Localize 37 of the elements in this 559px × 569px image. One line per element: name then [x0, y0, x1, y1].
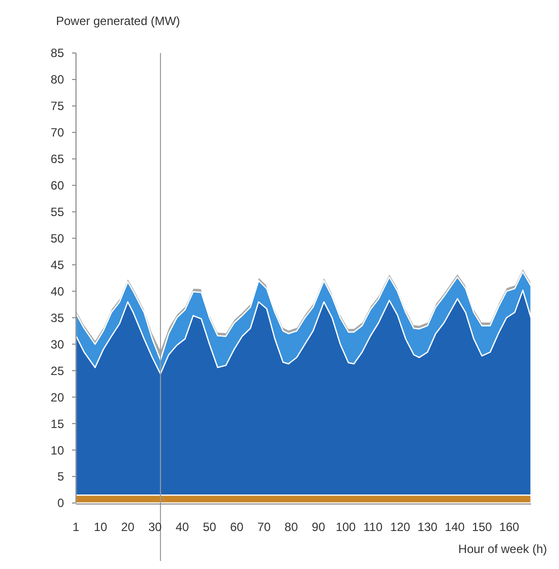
x-tick-label: 20	[121, 520, 135, 534]
y-tick-label: 30	[50, 337, 64, 352]
x-tick-label: 1	[72, 520, 80, 534]
x-tick-label: 30	[148, 520, 162, 534]
y-tick-label: 80	[50, 72, 64, 87]
x-tick-label: 130	[417, 520, 438, 534]
y-tick-label: 55	[50, 205, 64, 220]
x-tick-label: 100	[336, 520, 356, 534]
x-tick-label: 120	[390, 520, 411, 534]
y-tick-label: 10	[50, 443, 64, 458]
x-tick-label: 110	[363, 520, 383, 534]
x-axis-title: Hour of week (h)	[458, 542, 547, 556]
y-tick-label: 25	[50, 364, 64, 378]
x-tick-label: 150	[472, 520, 492, 534]
x-tick-label: 160	[499, 520, 520, 534]
y-tick-label: 15	[50, 416, 64, 431]
y-tick-label: 0	[57, 496, 64, 510]
y-tick-label: 60	[50, 178, 64, 193]
y-tick-label: 75	[50, 99, 64, 114]
x-tick-label: 140	[444, 520, 466, 534]
x-tick-label: 50	[202, 520, 216, 534]
x-tick-label: 80	[284, 520, 298, 534]
x-tick-label: 90	[312, 520, 326, 534]
x-tick-label: 10	[94, 520, 108, 534]
y-tick-label: 85	[50, 46, 64, 60]
y-tick-label: 45	[50, 258, 64, 272]
y-tick-label: 35	[50, 310, 64, 325]
y-axis-title: Power generated (MW)	[56, 14, 180, 28]
y-tick-label: 40	[50, 284, 64, 298]
x-tick-label: 60	[230, 520, 244, 534]
y-tick-label: 50	[50, 231, 64, 246]
x-tick-label: 70	[257, 520, 271, 534]
y-tick-label: 20	[50, 390, 64, 404]
x-tick-label: 40	[176, 520, 190, 534]
y-tick-label: 70	[50, 126, 64, 140]
y-tick-label: 5	[57, 470, 64, 484]
y-tick-label: 65	[50, 152, 64, 166]
